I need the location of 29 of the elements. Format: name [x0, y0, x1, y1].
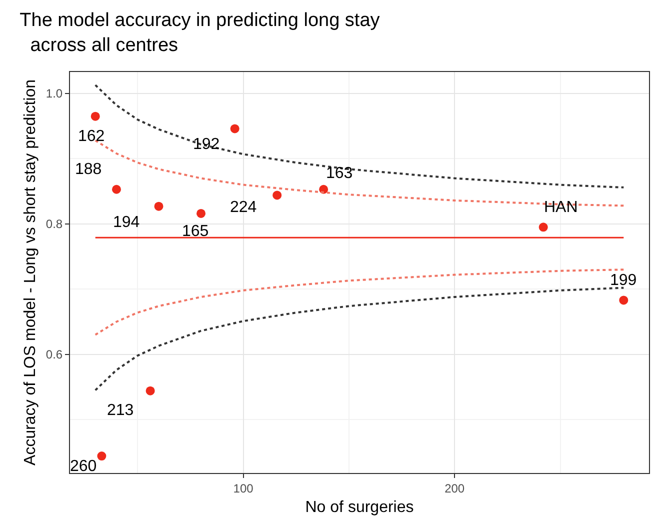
point	[230, 124, 240, 134]
annotation: 224	[230, 199, 257, 216]
y-tick-label: 0.8	[46, 217, 63, 232]
x-tick-label: 200	[444, 481, 465, 496]
annotation: 194	[113, 214, 140, 231]
y-tick-label: 0.6	[46, 348, 63, 362]
annotation: HAN	[544, 199, 578, 216]
point	[97, 452, 106, 461]
y-axis-title: Accuracy of LOS model - Long vs short stay prediction	[22, 80, 39, 466]
annotation: 165	[182, 223, 209, 240]
y-tick-label: 1.0	[46, 86, 63, 101]
point	[538, 222, 548, 232]
point	[146, 386, 155, 396]
point	[272, 190, 282, 200]
x-axis-title: No of surgeries	[305, 499, 414, 516]
annotation: 260	[70, 458, 97, 475]
x-tick-label: 100	[233, 481, 254, 496]
point	[112, 184, 121, 194]
line-series	[94, 286, 625, 392]
annotation: 162	[78, 128, 105, 145]
point	[154, 202, 164, 211]
annotation: 199	[610, 272, 637, 289]
annotation: 213	[107, 402, 134, 419]
point	[90, 112, 100, 121]
annotation: 188	[75, 161, 102, 178]
point	[619, 296, 628, 305]
point	[196, 208, 206, 218]
annotation: 163	[326, 165, 353, 182]
chart-title: The model accuracy in predicting long stay across all centres	[20, 10, 380, 56]
